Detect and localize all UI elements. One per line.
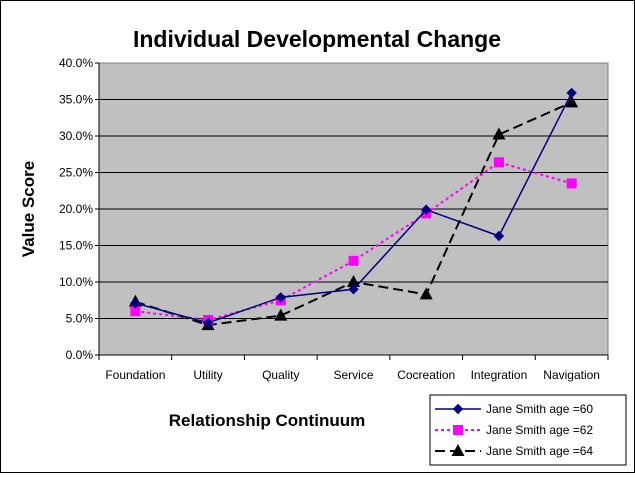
data-point xyxy=(421,204,432,215)
legend-label: Jane Smith age =64 xyxy=(486,444,593,458)
legend-marker xyxy=(453,425,463,435)
series-1 xyxy=(130,87,577,329)
legend-label: Jane Smith age =62 xyxy=(486,423,593,437)
legend-marker xyxy=(452,403,464,415)
y-tick-label: 0.0% xyxy=(66,348,94,362)
data-point xyxy=(419,287,433,300)
y-tick-label: 5.0% xyxy=(66,312,94,326)
data-point xyxy=(130,297,141,309)
data-point xyxy=(566,87,577,99)
y-tick-label: 10.0% xyxy=(59,275,93,289)
data-point xyxy=(347,275,360,287)
x-axis-label: Relationship Continuum xyxy=(169,411,365,430)
legend-item: Jane Smith age =60 xyxy=(435,402,593,416)
x-tick-label: Navigation xyxy=(543,368,600,382)
y-axis-label: Value Score xyxy=(19,161,38,257)
x-tick-label: Cocreation xyxy=(397,368,455,382)
legend: Jane Smith age =60 Jane Smith age =62 Jane… xyxy=(429,394,627,466)
legend-item: Jane Smith age =62 xyxy=(435,423,593,437)
data-point xyxy=(493,230,505,242)
data-point xyxy=(130,306,141,317)
data-point xyxy=(348,255,359,266)
x-tick-label: Utility xyxy=(193,368,222,382)
legend-label: Jane Smith age =60 xyxy=(486,402,593,416)
data-point xyxy=(275,292,286,303)
y-tick-label: 15.0% xyxy=(59,239,93,253)
legend-item: Jane Smith age =64 xyxy=(435,444,593,458)
data-point xyxy=(493,157,504,168)
y-tick-label: 20.0% xyxy=(59,202,93,216)
x-tick-label: Foundation xyxy=(105,368,165,382)
x-tick-label: Service xyxy=(333,368,373,382)
data-point xyxy=(202,317,214,329)
y-tick-label: 30.0% xyxy=(59,129,93,143)
y-tick-label: 25.0% xyxy=(59,166,93,180)
y-tick-label: 40.0% xyxy=(59,56,93,70)
x-tick-label: Quality xyxy=(262,368,299,382)
data-point xyxy=(492,127,506,140)
data-point xyxy=(566,178,577,189)
y-tick-label: 35.0% xyxy=(59,93,93,107)
x-tick-label: Integration xyxy=(471,368,528,382)
legend-marker xyxy=(451,444,465,456)
data-point xyxy=(565,95,579,108)
data-point xyxy=(348,284,359,295)
chart-title: Individual Developmental Change xyxy=(133,26,501,52)
data-point xyxy=(274,308,288,321)
